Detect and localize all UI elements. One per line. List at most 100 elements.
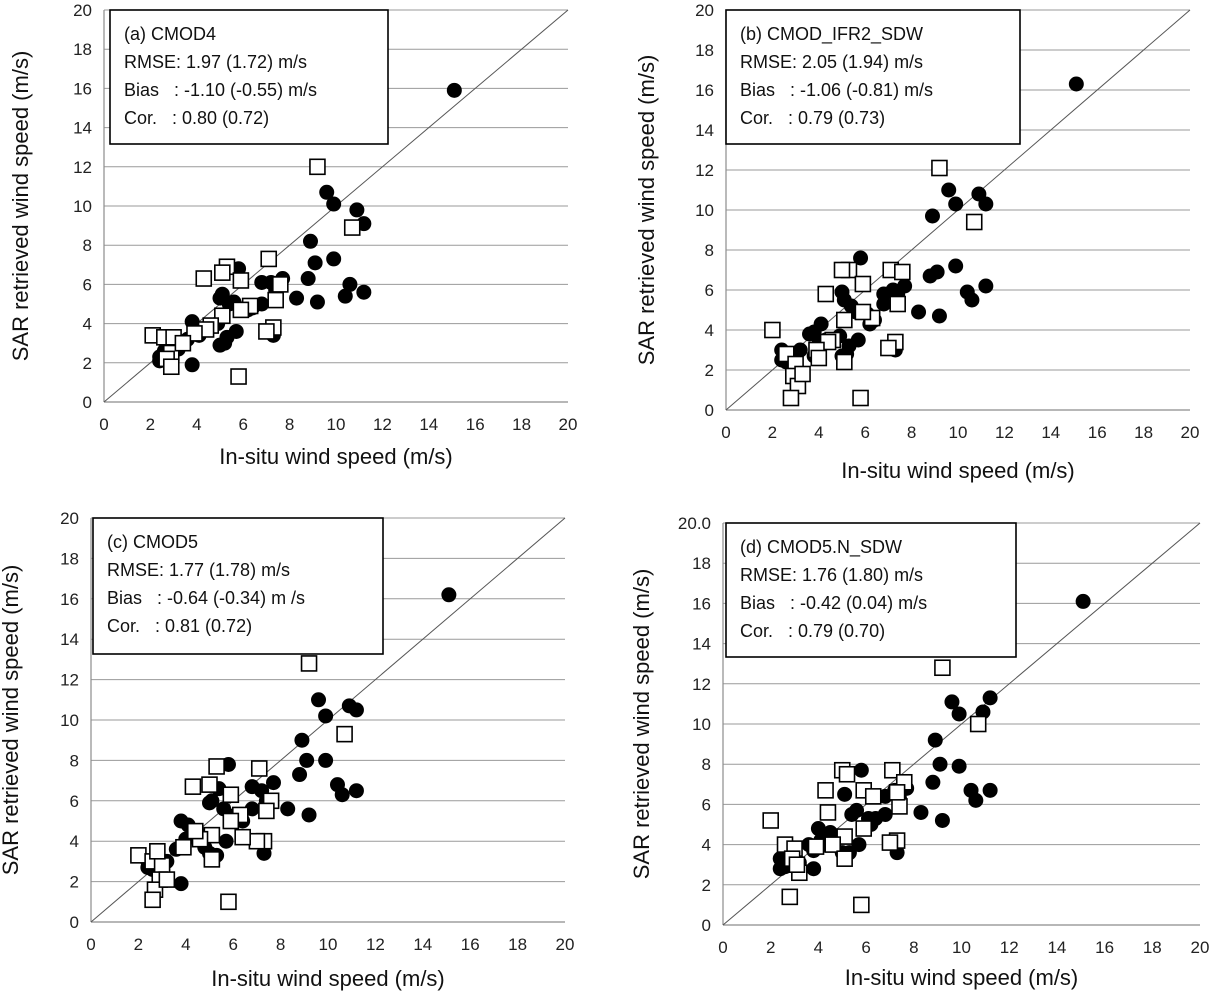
chart-c-y-tick-label: 20 [60,509,79,528]
chart-d-point-square [781,888,799,906]
chart-a-point-square [232,272,250,289]
chart-d-point-square [838,765,856,783]
chart-b-y-tick-label: 6 [705,281,714,300]
chart-c-point-circle [441,587,457,603]
chart-a-y-tick-label: 10 [73,197,92,216]
chart-d-point-circle [982,690,998,706]
chart-b-stats-title: (b) CMOD_IFR2_SDW [740,24,923,45]
chart-c-point-square [336,725,353,743]
chart-d-point-square [819,804,837,821]
chart-b-point-circle [876,296,892,312]
chart-a-point-square [343,219,361,236]
chart-c-point-square [153,857,171,874]
chart-c-x-tick-label: 2 [134,935,143,954]
chart-a-point-circle [319,184,335,200]
chart-a-point-square [214,264,231,281]
chart-c-stats-cor: Cor. : 0.81 (0.72) [107,616,252,636]
chart-d-x-tick-label: 12 [1000,938,1019,957]
chart-c-point-circle [318,752,334,768]
chart-b-stats-box [725,9,1021,145]
chart-b-point-square [836,311,853,329]
chart-d-point-square [824,836,842,853]
chart-d-point-square [891,798,908,815]
chart-b-point-square [965,213,983,231]
chart-b-y-tick-label: 0 [705,401,714,420]
chart-c-x-tick-label: 20 [556,935,575,954]
chart-c-y-tick-label: 10 [60,711,79,730]
chart-b-x-tick-label: 18 [1134,423,1153,442]
chart-c-point-square [186,822,204,840]
chart-b-point-circle [813,316,829,332]
chart-d-x-tick-label: 18 [1143,938,1162,957]
chart-b-point-circle [978,278,994,294]
chart-a-point-circle [307,255,323,271]
chart-c-stats-box [92,517,384,655]
chart-d-point-circle [934,812,950,828]
chart-a-x-tick-label: 20 [559,415,578,434]
chart-b-x-tick-label: 6 [860,423,869,442]
chart-d-stats-rmse: RMSE: 1.76 (1.80) m/s [740,565,923,585]
chart-d-y-tick-label: 20.0 [678,514,711,533]
chart-d-point-square [817,782,834,799]
chart-d-y-tick-label: 4 [702,836,711,855]
chart-b-point-circle [924,208,940,224]
chart-b-y-tick-label: 4 [705,321,714,340]
chart-b-point-square [764,321,781,339]
chart-a-point-square [195,270,213,287]
chart-c-point-square [208,758,225,775]
chart-c-y-tick-label: 8 [70,751,79,770]
chart-c-point-square [130,847,147,864]
chart-d-point-square [836,850,853,867]
chart-b-x-tick-label: 12 [995,423,1014,442]
chart-a-point-square [174,334,192,352]
chart-a-point-circle [212,290,228,306]
chart-d-x-tick-label: 10 [952,938,971,957]
chart-a-x-tick-label: 10 [327,415,346,434]
chart-a-point-circle [356,284,372,300]
chart-a-y-tick-label: 18 [73,40,92,59]
chart-b-x-tick-label: 0 [721,423,730,442]
chart-c-x-tick-label: 16 [461,935,480,954]
chart-d-y-tick-label: 12 [692,675,711,694]
chart-a-x-tick-label: 8 [285,415,294,434]
chart-c-point-square [203,851,221,868]
chart-b-point-square [817,285,835,303]
chart-b-stats-cor: Cor. : 0.79 (0.73) [740,108,885,128]
chart-a-y-tick-label: 2 [83,354,92,373]
chart-d-point-square [855,820,873,837]
chart-d-point-square [969,715,987,733]
chart-c-point-circle [256,845,272,861]
chart-b-point-square [880,339,897,357]
chart-d-point-circle [810,821,826,837]
chart-c-point-circle [334,787,350,803]
chart-b-point-circle [834,284,850,300]
chart-a-stats-cor: Cor. : 0.80 (0.72) [124,108,269,128]
chart-b-y-tick-label: 16 [695,81,714,100]
chart-d-point-circle [913,804,929,820]
chart-c-point-square [300,655,318,672]
chart-c-point-circle [292,767,308,783]
chart-b-y-tick-label: 18 [695,41,714,60]
chart-a-y-axis-label: SAR retrieved wind speed (m/s) [8,51,33,362]
chart-c-stats-rmse: RMSE: 1.77 (1.78) m/s [107,560,290,580]
chart-c-point-square [220,893,237,911]
chart-a-x-tick-label: 6 [238,415,247,434]
chart-c-point-circle [216,801,232,817]
chart-c-y-tick-label: 6 [70,792,79,811]
chart-b-point-circle [1068,76,1084,92]
chart-d: 0 2 4 6 8 10 12 14 16 18 20 0 2 4 6 8 10 12 14 16 18 20.0 In-s… [629,514,1209,990]
chart-a-y-tick-label: 6 [83,275,92,294]
chart-a-x-axis-label: In-situ wind speed (m/s) [219,444,453,469]
chart-b-point-circle [802,326,818,342]
chart-d-point-square [762,812,780,829]
chart-d-stats-bias: Bias : -0.42 (0.04) m/s [740,593,927,613]
chart-d-point-circle [806,861,822,877]
chart-a-point-circle [289,290,305,306]
chart-c-point-circle [294,732,310,748]
chart-a-y-tick-label: 4 [83,315,92,334]
chart-d-stats-box [725,522,1017,658]
chart-c-point-circle [202,795,217,811]
chart-d-x-tick-label: 2 [766,938,775,957]
chart-a-point-circle [326,196,342,212]
